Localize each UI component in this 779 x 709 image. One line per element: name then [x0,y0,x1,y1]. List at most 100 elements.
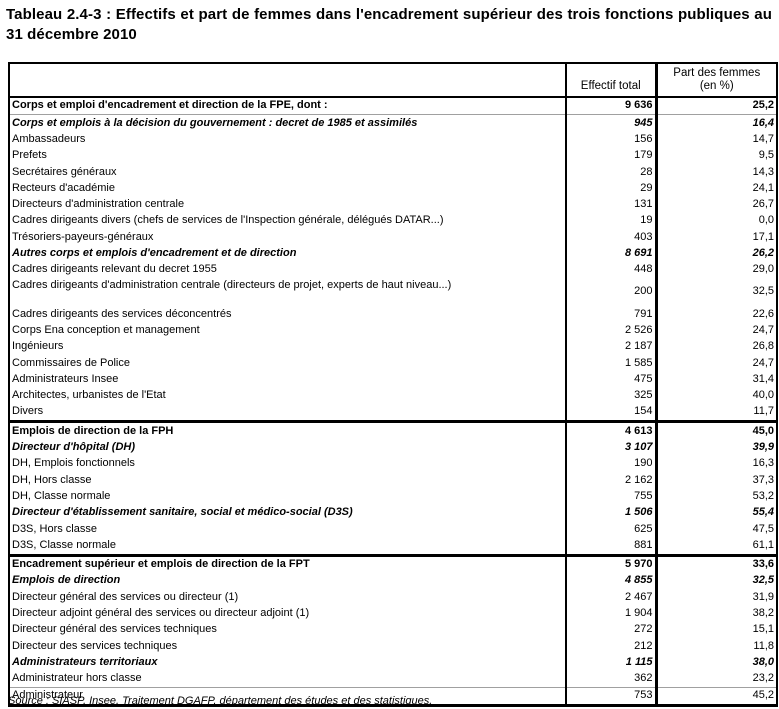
row-label-cell: Cadres dirigeants relevant du decret 195… [12,263,217,276]
part-des-femmes-cell: 24,7 [654,355,777,372]
effectif-total-cell: 3 107 [565,439,656,456]
part-des-femmes-cell: 9,5 [654,147,777,165]
table-row: Cadres dirigeants des services déconcent… [9,306,777,323]
row-label-cell: D3S, Classe normale [12,538,116,551]
part-des-femmes-cell: 38,0 [654,654,777,671]
table-header: Effectif total Part des femmes (en %) [9,63,777,98]
table-row: Autres corps et emplois d'encadrement et… [9,245,777,262]
effectif-total-cell: 625 [565,521,656,538]
effectif-total-cell: 1 585 [565,355,656,372]
table-row: Trésoriers-payeurs-généraux 403 17,1 [9,229,777,246]
part-des-femmes-cell: 61,1 [654,537,777,556]
effectif-total-cell: 28 [565,164,656,181]
effectif-total-cell: 29 [565,180,656,197]
effectif-total-cell: 755 [565,488,656,505]
part-des-femmes-cell: 40,0 [654,387,777,405]
table-row: Administrateurs territoriaux 1 115 38,0 [9,654,777,671]
part-des-femmes-cell: 26,2 [654,245,777,262]
effectif-total-cell: 791 [565,306,656,323]
row-label-cell: Corps Ena conception et management [12,323,200,336]
row-label-cell: Corps et emplois à la décision du gouver… [9,114,566,132]
part-des-femmes-cell: 45,0 [654,420,777,440]
row-label-cell: Cadres dirigeants des services déconcent… [12,307,232,320]
table-row: Divers 154 11,7 [9,404,777,422]
effectif-total-cell: 2 187 [565,338,656,356]
part-des-femmes-cell: 11,8 [654,638,777,655]
table-row: DH, Classe normale 755 53,2 [9,488,777,505]
part-des-femmes-cell: 32,5 [654,573,777,590]
table-row: DH, Emplois fonctionnels 190 16,3 [9,455,777,473]
part-des-femmes-cell: 0,0 [654,213,777,230]
table-row: Cadres dirigeants d'administration centr… [9,278,777,307]
effectif-total-cell: 403 [565,229,656,246]
part-des-femmes-cell: 16,3 [654,455,777,473]
part-des-femmes-cell: 29,0 [654,261,777,279]
part-des-femmes-cell: 31,9 [654,589,777,606]
table-row: Corps Ena conception et management 2 526 2… [9,322,777,339]
part-des-femmes-cell: 14,3 [654,164,777,181]
row-label-cell: Emplois de direction [12,574,121,587]
table-row: Cadres dirigeants relevant du decret 195… [9,261,777,279]
effectif-total-column-header: Effectif total [565,63,656,98]
part-des-femmes-cell: 23,2 [654,670,777,688]
table-row: Directeurs d'administration centrale 131 2… [9,196,777,214]
part-des-femmes-cell: 26,8 [654,338,777,356]
table-row: Ambassadeurs 156 14,7 [9,131,777,148]
effectif-total-cell: 1 506 [565,504,656,522]
row-label-cell: Directeur d'établissement sanitaire, soc… [12,506,353,519]
statistics-table: Effectif total Part des femmes (en %) Co… [8,62,778,708]
row-label-cell: Cadres dirigeants divers (chefs de servi… [12,214,444,227]
row-label-cell: Corps et emploi d'encadrement et directi… [12,99,328,112]
header-row: Effectif total Part des femmes (en %) [9,63,777,98]
part-des-femmes-cell: 55,4 [654,504,777,522]
row-label-cell: Administrateurs territoriaux [12,655,158,668]
part-des-femmes-cell: 24,7 [654,322,777,339]
effectif-total-cell: 881 [565,537,656,556]
part-des-femmes-cell: 26,7 [654,196,777,214]
row-label-cell: Emplois de direction de la FPH [9,420,566,440]
row-label-cell: Administrateur hors classe [12,672,142,685]
part-des-femmes-cell: 33,6 [654,553,777,574]
effectif-total-cell: 200 [565,278,656,307]
part-des-femmes-header-line2: (en %) [699,79,734,92]
table-row: Administrateurs Insee 475 31,4 [9,371,777,388]
effectif-total-cell: 9 636 [565,97,656,115]
part-des-femmes-cell: 25,2 [654,97,777,115]
row-label-cell: Divers [12,405,44,418]
part-des-femmes-cell: 53,2 [654,488,777,505]
table-body: Corps et emploi d'encadrement et directi… [9,97,777,706]
table-row: Secrétaires généraux 28 14,3 [9,164,777,181]
effectif-total-cell: 945 [565,114,656,132]
table-row: Corps et emplois à la décision du gouver… [9,114,777,132]
table-row: Directeur d'établissement sanitaire, soc… [9,504,777,522]
effectif-total-cell: 1 904 [565,605,656,622]
table-row: Cadres dirigeants divers (chefs de servi… [9,213,777,230]
part-des-femmes-cell: 47,5 [654,521,777,538]
page-title: Tableau 2.4-3 : Effectifs et part de fem… [6,6,772,43]
effectif-total-cell: 190 [565,455,656,473]
table-row: Directeur général des services technique… [9,621,777,639]
table-row: Commissaires de Police 1 585 24,7 [9,355,777,372]
part-des-femmes-cell: 39,9 [654,439,777,456]
part-des-femmes-cell: 24,1 [654,180,777,197]
effectif-total-cell: 2 526 [565,322,656,339]
effectif-total-cell: 362 [565,670,656,688]
row-label-cell: Architectes, urbanistes de l'Etat [12,389,166,402]
table-row: D3S, Hors classe 625 47,5 [9,521,777,538]
row-label-cell: D3S, Hors classe [12,522,97,535]
row-label-cell: DH, Hors classe [12,473,92,486]
effectif-total-cell: 179 [565,147,656,165]
part-des-femmes-cell: 22,6 [654,306,777,323]
part-des-femmes-cell: 15,1 [654,621,777,639]
part-des-femmes-cell: 17,1 [654,229,777,246]
effectif-total-cell: 154 [565,404,656,422]
effectif-total-cell: 4 613 [565,420,656,440]
row-label-cell: DH, Classe normale [12,489,111,502]
row-label-cell: Directeurs d'administration centrale [12,198,185,211]
part-des-femmes-cell: 37,3 [654,472,777,489]
part-des-femmes-column-header: Part des femmes (en %) [654,63,777,98]
effectif-total-cell: 272 [565,621,656,639]
effectif-total-cell: 1 115 [565,654,656,671]
part-des-femmes-header-line1: Part des femmes [673,66,761,79]
effectif-total-cell: 4 855 [565,573,656,590]
